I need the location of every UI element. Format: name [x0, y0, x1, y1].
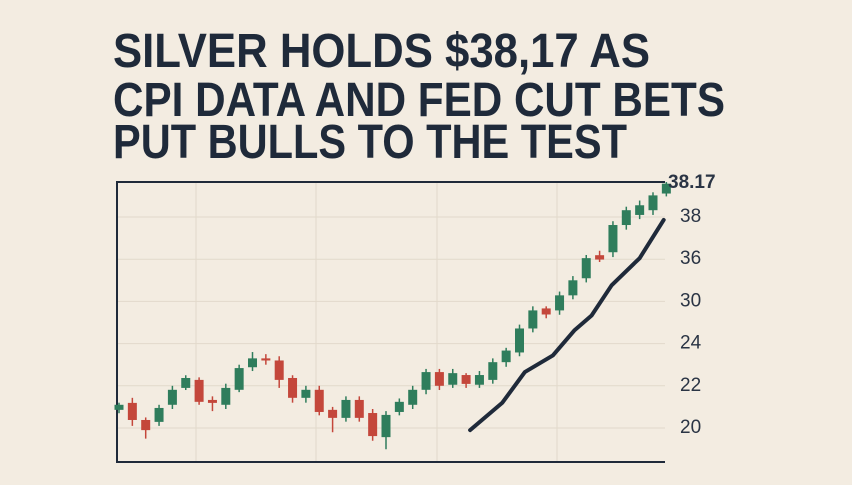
trend-line [468, 217, 666, 433]
y-tick-label: 20 [680, 417, 701, 438]
candle-body [528, 310, 538, 329]
candle-body [621, 210, 631, 226]
candle-body [448, 373, 458, 385]
candle-body [274, 360, 284, 380]
title-line: SILVER HOLDS $38,17 AS [113, 25, 650, 78]
candle-body [421, 372, 431, 390]
candle-body [434, 372, 444, 386]
last-price-label: 38.17 [668, 172, 716, 193]
candle-body [568, 280, 578, 296]
y-tick-label: 30 [680, 290, 701, 311]
candle-body [141, 419, 151, 431]
candle-body [461, 375, 471, 384]
axis-frame [116, 181, 665, 463]
candle-body [595, 255, 605, 260]
candle-body [555, 295, 565, 311]
title-line: PUT BULLS TO THE TEST [113, 116, 627, 169]
y-tick-label: 24 [680, 333, 702, 354]
y-tick-label: 38 [680, 206, 701, 227]
candle-body [515, 328, 524, 353]
title-line: CPI DATA AND FED CUT BETS [113, 74, 725, 127]
candle-body [248, 358, 257, 368]
candle-body [661, 183, 671, 194]
candle-body [368, 413, 378, 437]
candle-body [181, 377, 191, 388]
candle-body [541, 308, 551, 315]
candle-body [501, 350, 511, 363]
candle-body [127, 402, 137, 420]
candle-body [301, 389, 311, 398]
candle-body [608, 225, 618, 253]
candle-body [207, 399, 217, 403]
candle-body [261, 358, 271, 361]
candle-body [381, 414, 391, 438]
candle-body [474, 375, 484, 385]
y-tick-label: 36 [680, 248, 701, 269]
candle-body [581, 258, 591, 279]
candle-body [167, 389, 177, 405]
y-tick-label: 22 [680, 375, 701, 396]
candle-body [341, 399, 351, 418]
candle-body [488, 362, 498, 380]
candle-body [328, 409, 338, 418]
candle-body [234, 368, 244, 390]
candle-body [314, 389, 324, 412]
candle-body [194, 379, 204, 402]
candle-body [648, 195, 658, 211]
grid-vertical [195, 182, 558, 462]
candle-body [635, 205, 645, 215]
candle-body [354, 399, 364, 418]
candle-body [408, 389, 418, 405]
candle-body [114, 404, 124, 410]
candle-body [394, 401, 404, 412]
candle-body [221, 387, 231, 405]
candle-body [154, 407, 164, 422]
candle-body [288, 377, 298, 398]
